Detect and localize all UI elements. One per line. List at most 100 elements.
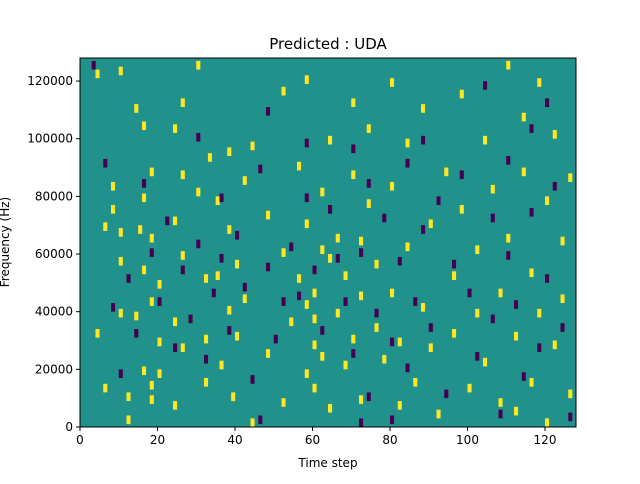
heatmap-cell-high (359, 236, 364, 246)
heatmap-cell-low (421, 225, 426, 234)
heatmap-cell-high (506, 233, 511, 243)
heatmap-cell-high (312, 340, 317, 350)
heatmap-cell-high (312, 383, 317, 393)
heatmap-cell-high (138, 225, 143, 234)
heatmap-cell-high (215, 271, 220, 280)
heatmap-cell-high (250, 418, 255, 427)
x-tick-label: 100 (456, 433, 479, 447)
heatmap-cell-high (483, 357, 488, 367)
heatmap-cell-low (196, 132, 201, 142)
heatmap-cell-high (204, 274, 209, 283)
heatmap-cell-high (196, 187, 201, 197)
heatmap-cell-high (459, 89, 464, 99)
heatmap-cell-low (552, 181, 557, 191)
heatmap-cell-high (537, 78, 542, 87)
heatmap-cell-high (421, 303, 426, 312)
heatmap-cell-high (537, 308, 542, 318)
heatmap-cell-high (142, 265, 147, 275)
heatmap-cell-low (149, 248, 154, 257)
heatmap-cell-low (235, 230, 240, 240)
heatmap-cell-high (382, 354, 387, 364)
heatmap-cell-high (204, 334, 209, 344)
heatmap-cell-low (444, 389, 449, 399)
heatmap-cell-high (227, 225, 232, 234)
heatmap-cell-low (421, 135, 426, 145)
heatmap-cell-high (568, 389, 573, 399)
heatmap-cell-high (242, 294, 247, 304)
heatmap-cell-low (103, 158, 108, 168)
heatmap-cell-low (250, 375, 255, 384)
x-tick-label: 120 (534, 433, 557, 447)
heatmap-cell-low (266, 107, 271, 116)
heatmap-cell-low (390, 415, 395, 425)
heatmap-cell-low (126, 274, 131, 283)
heatmap-cell-high (351, 170, 356, 180)
heatmap-cell-high (111, 205, 116, 214)
heatmap-cell-low (219, 254, 224, 263)
heatmap-cell-high (506, 60, 511, 70)
heatmap-cell-low (529, 124, 534, 133)
heatmap-cell-high (335, 308, 340, 318)
heatmap-cell-high (335, 233, 340, 243)
heatmap-cell-high (328, 254, 333, 263)
heatmap-cell-high (126, 415, 131, 425)
heatmap-cell-high (196, 60, 201, 70)
heatmap-cell-high (312, 314, 317, 324)
heatmap-cell-high (297, 274, 302, 283)
heatmap-cell-low (545, 98, 550, 108)
heatmap-cell-high (103, 222, 108, 231)
heatmap-cell-high (343, 360, 348, 370)
heatmap-cell-high (235, 259, 240, 269)
x-axis-label: Time step (297, 456, 357, 470)
heatmap-cell-high (320, 352, 325, 361)
heatmap-cell-low (506, 156, 511, 165)
heatmap-cell-low (490, 213, 495, 223)
heatmap-cell-high (359, 395, 364, 404)
heatmap-cell-high (366, 124, 371, 133)
heatmap-cell-low (204, 354, 209, 364)
heatmap-cell-high (157, 279, 162, 289)
heatmap-cell-low (91, 60, 96, 70)
heatmap-cell-high (111, 181, 116, 191)
heatmap-cell-high (95, 328, 100, 338)
heatmap-cell-high (413, 377, 418, 387)
heatmap-cell-high (173, 124, 178, 133)
y-tick-label: 100000 (27, 132, 73, 146)
heatmap-cell-low (498, 409, 503, 419)
y-tick-label: 0 (65, 420, 73, 434)
heatmap-cell-high (157, 337, 162, 347)
heatmap-cell-low (304, 138, 309, 148)
heatmap-cell-high (118, 256, 123, 266)
heatmap-cell-high (397, 401, 402, 410)
heatmap-cell-high (266, 349, 271, 358)
heatmap-cell-high (219, 360, 224, 370)
heatmap-cell-low (506, 251, 511, 260)
heatmap-cell-high (475, 245, 480, 255)
plot-frame (79, 57, 577, 428)
heatmap-cell-high (351, 98, 356, 108)
heatmap-cell-high (320, 187, 325, 197)
heatmap-cell-high (118, 66, 123, 76)
heatmap-cell-high (180, 251, 185, 260)
heatmap-cell-high (149, 233, 154, 243)
heatmap-cell-high (428, 219, 433, 229)
heatmap-cell-low (258, 164, 263, 174)
x-axis: 0 20 40 60 80 100 120 (76, 427, 556, 447)
heatmap-cell-high (545, 196, 550, 206)
heatmap-cell-high (529, 377, 534, 387)
heatmap-cell-high (149, 297, 154, 306)
heatmap-cell-low (118, 369, 123, 378)
heatmap-cell-low (490, 314, 495, 324)
heatmap-cell-low (452, 259, 457, 269)
heatmap-cell-high (328, 403, 333, 413)
heatmap-cell-high (304, 300, 309, 309)
heatmap-cell-high (521, 112, 526, 122)
y-tick-label: 120000 (27, 74, 73, 88)
heatmap-cell-low (273, 334, 278, 344)
heatmap-cell-low (397, 256, 402, 266)
heatmap-cell-high (204, 377, 209, 387)
heatmap-cell-low (219, 193, 224, 203)
heatmap-cell-low (545, 274, 550, 283)
heatmap-cell-high (134, 311, 139, 321)
heatmap-cell-high (173, 317, 178, 327)
